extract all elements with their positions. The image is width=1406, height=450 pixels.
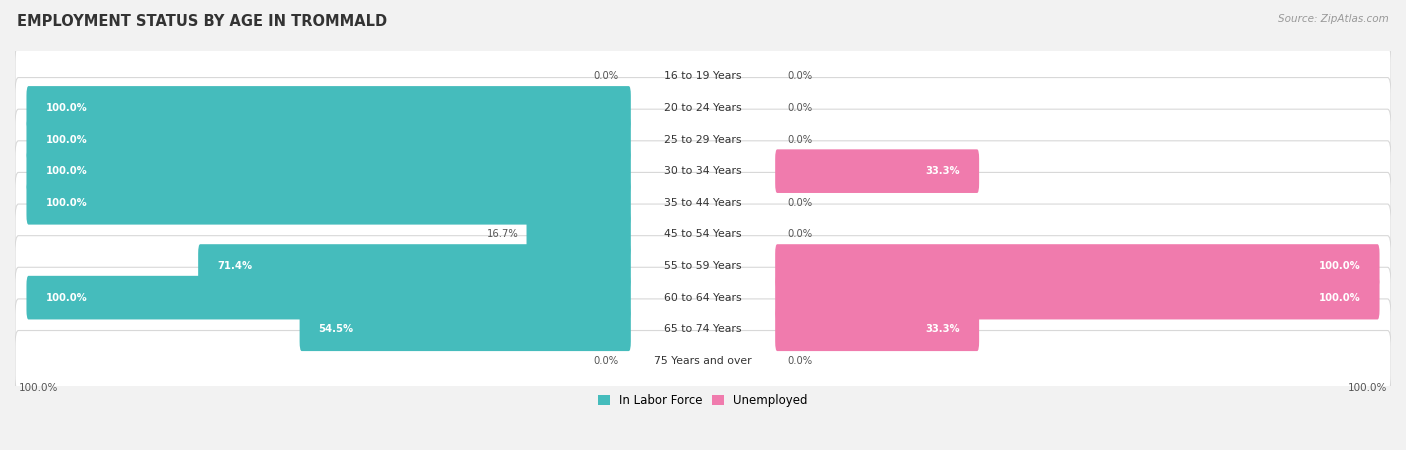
Text: 0.0%: 0.0% <box>593 356 619 366</box>
FancyBboxPatch shape <box>198 244 631 288</box>
Text: 35 to 44 Years: 35 to 44 Years <box>664 198 742 208</box>
FancyBboxPatch shape <box>526 212 631 256</box>
Text: 16.7%: 16.7% <box>486 230 519 239</box>
Text: 100.0%: 100.0% <box>45 135 87 144</box>
FancyBboxPatch shape <box>299 307 631 351</box>
FancyBboxPatch shape <box>775 276 1379 320</box>
FancyBboxPatch shape <box>15 236 1391 297</box>
Text: 100.0%: 100.0% <box>45 198 87 208</box>
Text: 65 to 74 Years: 65 to 74 Years <box>664 324 742 334</box>
Legend: In Labor Force, Unemployed: In Labor Force, Unemployed <box>598 394 808 407</box>
FancyBboxPatch shape <box>775 244 1379 288</box>
Text: Source: ZipAtlas.com: Source: ZipAtlas.com <box>1278 14 1389 23</box>
Text: 100.0%: 100.0% <box>18 383 58 393</box>
FancyBboxPatch shape <box>15 267 1391 328</box>
FancyBboxPatch shape <box>15 77 1391 138</box>
Text: 100.0%: 100.0% <box>45 292 87 303</box>
Text: 55 to 59 Years: 55 to 59 Years <box>664 261 742 271</box>
Text: 0.0%: 0.0% <box>787 103 813 113</box>
Text: 16 to 19 Years: 16 to 19 Years <box>664 71 742 81</box>
FancyBboxPatch shape <box>775 149 979 193</box>
Text: 33.3%: 33.3% <box>925 166 960 176</box>
FancyBboxPatch shape <box>27 149 631 193</box>
Text: 100.0%: 100.0% <box>1319 261 1361 271</box>
Text: 25 to 29 Years: 25 to 29 Years <box>664 135 742 144</box>
Text: 20 to 24 Years: 20 to 24 Years <box>664 103 742 113</box>
Text: 0.0%: 0.0% <box>787 71 813 81</box>
Text: EMPLOYMENT STATUS BY AGE IN TROMMALD: EMPLOYMENT STATUS BY AGE IN TROMMALD <box>17 14 387 28</box>
Text: 0.0%: 0.0% <box>787 356 813 366</box>
Text: 0.0%: 0.0% <box>787 230 813 239</box>
FancyBboxPatch shape <box>15 204 1391 265</box>
Text: 0.0%: 0.0% <box>787 198 813 208</box>
Text: 100.0%: 100.0% <box>45 103 87 113</box>
Text: 33.3%: 33.3% <box>925 324 960 334</box>
FancyBboxPatch shape <box>15 141 1391 202</box>
Text: 30 to 34 Years: 30 to 34 Years <box>664 166 742 176</box>
FancyBboxPatch shape <box>15 299 1391 360</box>
FancyBboxPatch shape <box>15 331 1391 391</box>
Text: 75 Years and over: 75 Years and over <box>654 356 752 366</box>
Text: 100.0%: 100.0% <box>45 166 87 176</box>
Text: 45 to 54 Years: 45 to 54 Years <box>664 230 742 239</box>
Text: 71.4%: 71.4% <box>217 261 252 271</box>
Text: 100.0%: 100.0% <box>1319 292 1361 303</box>
Text: 0.0%: 0.0% <box>593 71 619 81</box>
FancyBboxPatch shape <box>15 46 1391 107</box>
FancyBboxPatch shape <box>15 172 1391 233</box>
Text: 100.0%: 100.0% <box>1348 383 1388 393</box>
FancyBboxPatch shape <box>15 109 1391 170</box>
Text: 54.5%: 54.5% <box>319 324 354 334</box>
FancyBboxPatch shape <box>27 118 631 162</box>
FancyBboxPatch shape <box>27 181 631 225</box>
FancyBboxPatch shape <box>27 86 631 130</box>
Text: 0.0%: 0.0% <box>787 135 813 144</box>
FancyBboxPatch shape <box>27 276 631 320</box>
Text: 60 to 64 Years: 60 to 64 Years <box>664 292 742 303</box>
FancyBboxPatch shape <box>775 307 979 351</box>
